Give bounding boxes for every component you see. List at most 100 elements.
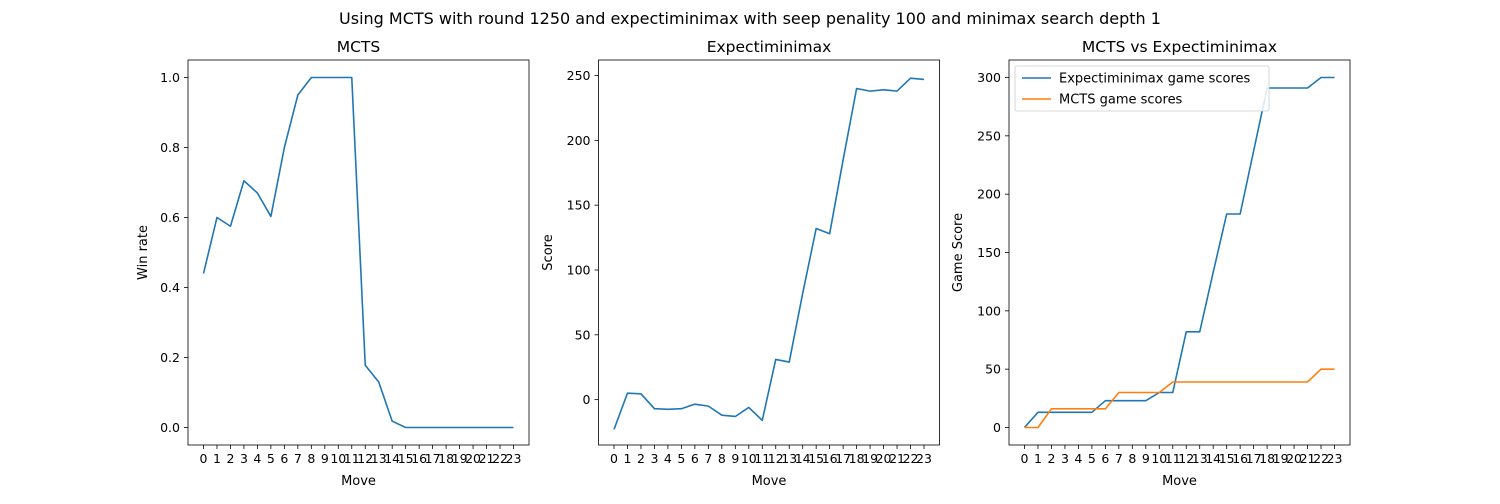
x-tick-label: 6 [280,451,288,466]
y-tick-label: 0.8 [160,140,180,155]
y-ticks: 0 50 100 150 200 250 [567,68,599,407]
y-tick-label: 100 [977,303,1001,318]
panel-expectiminimax: Expectiminimax 0 1 2 3 4 5 6 7 8 9 101112131415161… [541,38,940,489]
x-tick-label: 2 [637,451,645,466]
panel-title: Expectiminimax [707,38,832,56]
x-tick-label: 6 [1101,451,1109,466]
x-tick-label: 0 [200,451,208,466]
x-tick-label: 1 [624,451,632,466]
x-tick-label: 23 [916,451,932,466]
x-tick-label: 4 [253,451,261,466]
x-tick-label: 3 [650,451,658,466]
x-tick-label: 12 [768,451,784,466]
y-tick-label: 1.0 [160,70,180,85]
legend-frame [1014,65,1270,112]
y-tick-label: 0.0 [160,420,180,435]
panel-mcts-vs-expectiminimax: MCTS vs Expectiminimax 0 1 2 3 4 5 6 7 8 9 1011121… [951,38,1351,489]
x-tick-label: 17 [1246,451,1262,466]
plot-area-frame [1008,59,1351,446]
x-tick-label: 18 [849,451,865,466]
x-tick-label: 6 [691,451,699,466]
x-tick-label: 8 [307,451,315,466]
x-tick-label: 5 [1088,451,1096,466]
x-tick-label: 14 [1205,451,1221,466]
x-tick-label: 17 [835,451,851,466]
x-tick-label: 11 [754,451,770,466]
x-tick-label: 14 [384,451,400,466]
x-tick-label: 4 [664,451,672,466]
x-tick-label: 5 [677,451,685,466]
x-tick-label: 13 [1192,451,1208,466]
panel-title: MCTS vs Expectiminimax [1082,38,1277,56]
x-tick-label: 19 [862,451,878,466]
series-line-mcts [1024,368,1335,429]
x-tick-label: 15 [808,451,824,466]
y-tick-label: 150 [567,198,591,213]
x-tick-label: 11 [1165,451,1181,466]
x-tick-label: 18 [438,451,454,466]
series-line-expectiminimax [1023,76,1335,429]
x-axis-label: Move [1162,474,1197,489]
y-axis-label: Win rate [136,225,151,280]
plot-area-frame [187,59,530,446]
x-tick-label: 20 [465,451,481,466]
x-tick-label: 22 [492,451,508,466]
x-tick-label: 0 [610,451,618,466]
series-lines [202,76,514,429]
x-tick-label: 2 [1047,451,1055,466]
x-tick-label: 11 [344,451,360,466]
x-tick-label: 17 [425,451,441,466]
x-tick-label: 10 [1151,451,1167,466]
x-tick-label: 7 [1115,451,1123,466]
series-lines [613,77,925,430]
x-tick-label: 20 [876,451,892,466]
y-ticks: 0 50 100 150 200 250 300 [977,70,1009,435]
y-tick-label: 50 [575,327,591,342]
x-tick-label: 8 [1128,451,1136,466]
x-tick-label: 0 [1021,451,1029,466]
x-tick-label: 9 [731,451,739,466]
x-tick-label: 16 [1232,451,1248,466]
x-tick-label: 9 [321,451,329,466]
y-tick-label: 300 [977,70,1001,85]
legend-label-mcts: MCTS game scores [1059,93,1183,108]
x-tick-label: 15 [1219,451,1235,466]
x-tick-label: 13 [371,451,387,466]
x-tick-label: 1 [213,451,221,466]
x-tick-label: 15 [398,451,414,466]
y-tick-label: 0.6 [160,210,180,225]
x-axis-label: Move [341,474,376,489]
y-tick-label: 0.2 [160,350,180,365]
y-axis-label: Game Score [951,213,966,292]
x-tick-label: 19 [1273,451,1289,466]
y-tick-label: 200 [567,133,591,148]
x-tick-label: 21 [889,451,905,466]
x-tick-label: 7 [704,451,712,466]
legend: Expectiminimax game scores MCTS game sco… [1014,65,1270,112]
panel-title: MCTS [337,38,381,56]
y-axis-label: Score [541,234,556,270]
x-tick-label: 19 [452,451,468,466]
series-line [613,77,925,430]
y-tick-label: 200 [977,187,1001,202]
x-tick-label: 7 [294,451,302,466]
y-tick-label: 100 [567,263,591,278]
x-tick-label: 12 [1178,451,1194,466]
y-tick-label: 0 [583,392,591,407]
y-tick-label: 0 [993,420,1001,435]
x-tick-label: 10 [741,451,757,466]
x-tick-label: 16 [411,451,427,466]
x-tick-label: 22 [903,451,919,466]
y-tick-label: 250 [567,68,591,83]
panel-mcts: MCTS 0 1 2 3 4 5 6 7 8 9 1011121314151617181920212… [136,38,530,489]
y-tick-label: 50 [985,362,1001,377]
y-tick-label: 150 [977,245,1001,260]
x-tick-label: 1 [1034,451,1042,466]
figure-suptitle: Using MCTS with round 1250 and expectimi… [339,9,1161,28]
y-tick-label: 0.4 [160,280,180,295]
x-tick-label: 5 [267,451,275,466]
x-tick-label: 21 [479,451,495,466]
x-tick-label: 14 [795,451,811,466]
